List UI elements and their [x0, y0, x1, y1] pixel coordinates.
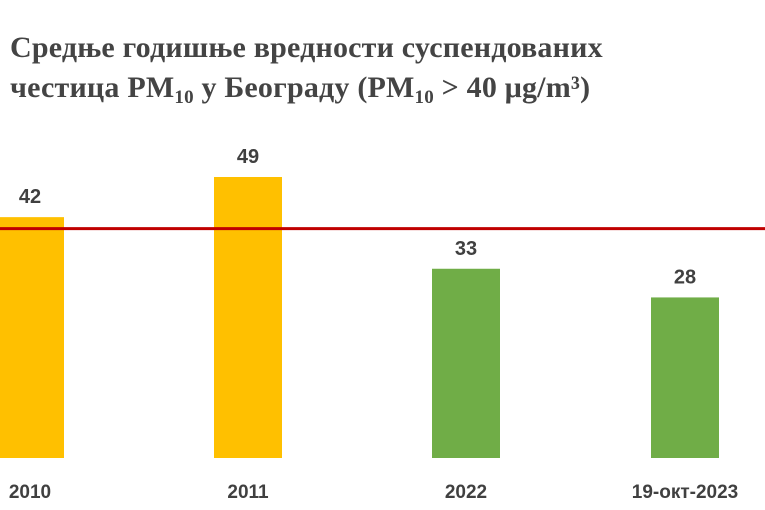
chart-title-line-1: Средње годишње вредности суспендованих: [10, 31, 603, 64]
bar-2022: [432, 268, 500, 458]
data-label-2011: 49: [237, 146, 259, 168]
x-tick-label-2010: 2010: [9, 482, 51, 503]
x-tick-label-19-окт-2023: 19-окт-2023: [632, 482, 738, 503]
chart-title-line-2: честица PM10 у Београду (PM10 > 40 μg/m³…: [10, 71, 591, 108]
data-label-2010: 42: [19, 186, 41, 208]
x-tick-label-2022: 2022: [445, 482, 487, 503]
x-tick-label-2011: 2011: [227, 482, 269, 503]
data-label-2022: 33: [455, 238, 477, 260]
bar-2010: [0, 217, 64, 458]
bar-19-окт-2023: [651, 297, 719, 458]
bar-2011: [214, 177, 282, 458]
chart-title: Средње годишње вредности суспендованих ч…: [10, 28, 760, 108]
data-label-19-окт-2023: 28: [674, 266, 696, 288]
